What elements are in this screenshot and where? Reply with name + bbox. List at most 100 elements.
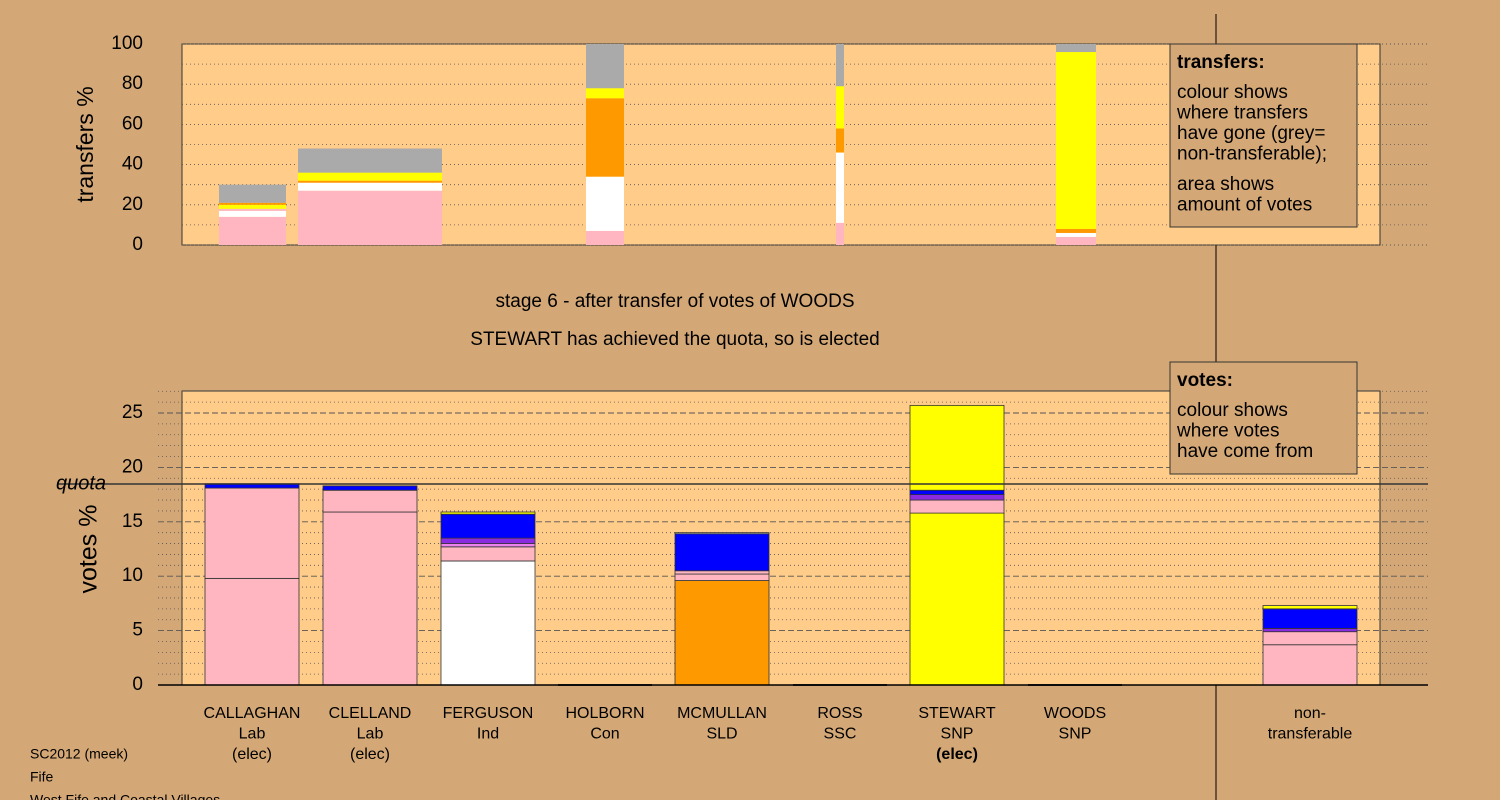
bar-segment [1056, 228, 1096, 233]
quota-label: quota [56, 472, 106, 494]
x-tick-label: HOLBORN [565, 705, 644, 722]
legend-text: colour shows [1177, 400, 1288, 421]
bar-segment [322, 489, 418, 513]
x-tick-label: Lab [239, 726, 266, 743]
bar-segment [586, 98, 624, 177]
x-tick-label: ROSS [817, 705, 862, 722]
bar-segment [440, 511, 536, 515]
x-tick-label: Ind [477, 726, 499, 743]
legend-title: votes: [1177, 370, 1233, 391]
bar-segment [219, 184, 286, 203]
bar-segment [586, 44, 624, 89]
x-tick-label: Lab [357, 726, 384, 743]
bar-segment [836, 128, 844, 153]
x-tick-label: Con [590, 726, 619, 743]
x-tick-label: (elec) [350, 746, 390, 763]
bar-segment [1056, 44, 1096, 53]
legend-text: have come from [1177, 441, 1313, 462]
bar-segment [440, 543, 536, 548]
bar-segment [219, 208, 286, 211]
bar-segment [586, 88, 624, 99]
x-tick-label: SNP [1059, 726, 1092, 743]
y-tick-label: 0 [132, 674, 143, 695]
x-tick-label: SNP [941, 726, 974, 743]
x-tick-label: CALLAGHAN [204, 705, 301, 722]
y-axis-title: transfers % [72, 86, 98, 202]
bar-segment [1262, 605, 1358, 610]
legend-title: transfers: [1177, 52, 1265, 73]
footer: SC2012 (meek) [30, 746, 128, 762]
x-tick-label: (elec) [232, 746, 272, 763]
y-tick-label: 20 [122, 194, 143, 215]
bar-segment [909, 512, 1005, 686]
y-tick-label: 20 [122, 456, 143, 477]
bar-segment [219, 210, 286, 217]
legend-text: colour shows [1177, 82, 1288, 103]
bar-segment [298, 190, 442, 245]
bar-segment [204, 577, 300, 686]
bar-segment [440, 537, 536, 544]
bar-segment [298, 180, 442, 183]
bar-segment [909, 404, 1005, 491]
bar-segment [219, 216, 286, 245]
stage-subtitle: STEWART has achieved the quota, so is el… [470, 329, 879, 350]
x-tick-label: CLELLAND [329, 705, 412, 722]
bar-segment [298, 148, 442, 173]
y-tick-label: 5 [132, 620, 143, 641]
bar-segment [298, 182, 442, 191]
x-tick-label: FERGUSON [443, 705, 534, 722]
bar-segment [440, 513, 536, 539]
bar-segment [909, 499, 1005, 514]
y-axis-title: votes % [75, 505, 103, 594]
legend-text: area shows [1177, 174, 1274, 195]
legend-box [1169, 43, 1358, 228]
bar-segment [1262, 608, 1358, 629]
bar-segment [586, 176, 624, 231]
x-tick-label: (elec) [936, 746, 978, 763]
bar-segment [674, 533, 770, 572]
legend-text: where transfers [1176, 103, 1308, 124]
y-tick-label: 15 [122, 511, 143, 532]
bar-segment [1262, 631, 1358, 646]
x-tick-label: SLD [706, 726, 737, 743]
bar-segment [322, 511, 418, 686]
x-tick-label: non- [1294, 705, 1326, 722]
y-tick-label: 60 [122, 113, 143, 134]
bar-segment [1056, 236, 1096, 245]
bar-segment [219, 204, 286, 209]
footer: West Fife and Coastal Villages [30, 792, 220, 800]
bar-segment [298, 172, 442, 181]
bar-segment [1262, 628, 1358, 633]
bar-segment [674, 532, 770, 535]
bar-segment [674, 580, 770, 686]
footer: Fife [30, 769, 54, 785]
legend-text: amount of votes [1177, 195, 1312, 216]
bar-segment [836, 222, 844, 245]
y-tick-label: 10 [122, 565, 143, 586]
bar-segment [1262, 644, 1358, 686]
bar-segment [1056, 52, 1096, 229]
bar-segment [586, 230, 624, 245]
x-tick-label: STEWART [918, 705, 996, 722]
legend-text: non-transferable); [1177, 144, 1327, 165]
y-tick-label: 0 [132, 234, 143, 255]
bar-segment [674, 573, 770, 581]
stage-title: stage 6 - after transfer of votes of WOO… [495, 291, 854, 312]
bar-segment [322, 485, 418, 491]
bar-segment [204, 487, 300, 579]
y-tick-label: 80 [122, 73, 143, 94]
x-tick-label: transferable [1268, 726, 1353, 743]
bar-segment [909, 489, 1005, 495]
legend-text: where votes [1176, 421, 1279, 442]
bar-segment [836, 44, 844, 87]
bar-segment [909, 494, 1005, 501]
bar-segment [836, 152, 844, 223]
bar-segment [219, 202, 286, 205]
legend-box [1169, 361, 1358, 475]
y-tick-label: 25 [122, 402, 143, 423]
bar-segment [440, 546, 536, 562]
bar-segment [440, 560, 536, 686]
y-tick-label: 40 [122, 154, 143, 175]
x-tick-label: WOODS [1044, 705, 1106, 722]
